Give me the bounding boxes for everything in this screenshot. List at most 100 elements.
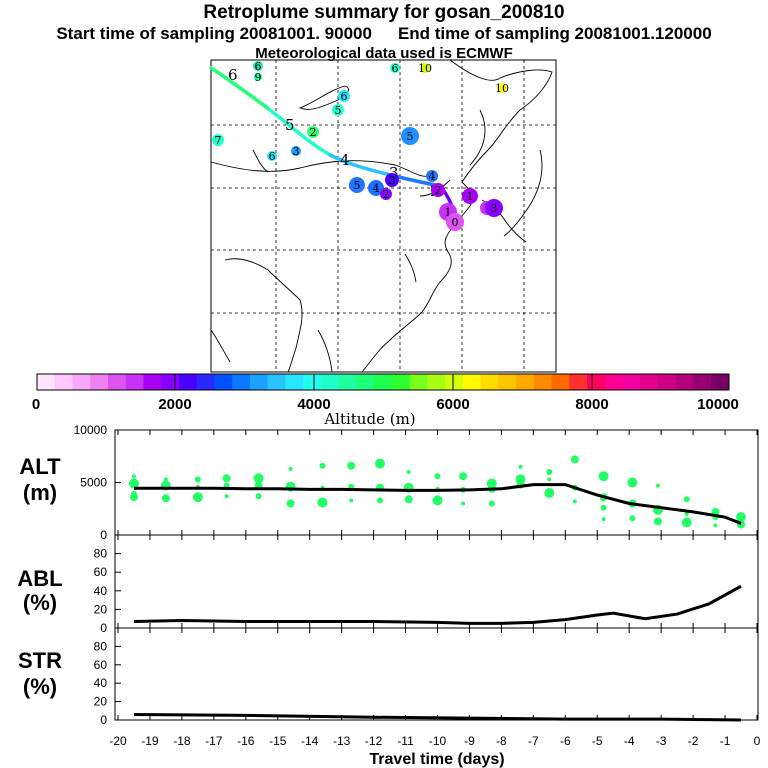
colorbar-tick: 8000	[575, 396, 608, 413]
x-tick-label: -3	[656, 734, 667, 748]
cluster-label: 2	[310, 126, 317, 139]
y-tick-label: 60	[94, 658, 108, 672]
colorbar-swatch	[675, 374, 695, 390]
day-5-label: 5	[285, 116, 295, 134]
alt-scatter-point	[222, 474, 231, 483]
colorbar-swatch	[214, 374, 233, 390]
cluster-label: 0	[452, 216, 459, 229]
colorbar-swatch	[285, 374, 304, 390]
abl-yticks: 0 20 40 60 80	[94, 547, 121, 635]
colorbar-swatch	[72, 374, 91, 390]
colorbar-swatch	[249, 374, 269, 390]
cluster-marker	[332, 104, 344, 116]
cluster-marker	[253, 61, 263, 71]
alt-scatter-point	[629, 515, 636, 522]
cluster-label: 10	[418, 62, 432, 75]
colorbar-swatch	[374, 374, 393, 390]
main-title: Retroplume summary for gosan_200810	[203, 2, 565, 23]
alt-scatter-point	[288, 466, 293, 471]
colorbar-swatch	[391, 374, 411, 390]
cluster-marker	[212, 134, 224, 146]
meteo-source: Meteorological data used is ECMWF	[255, 45, 513, 62]
cluster-label: 9	[255, 71, 262, 84]
map-frame	[210, 59, 557, 373]
colorbar-swatch	[320, 374, 340, 390]
alt-scatter-point	[459, 472, 468, 481]
y-tick-label: 0	[100, 528, 107, 542]
colorbar-swatch	[37, 374, 56, 390]
colorbar-swatch	[267, 374, 286, 390]
cluster-label: 5	[335, 104, 342, 117]
cluster-label: 3	[389, 174, 396, 187]
alt-scatter-point	[255, 493, 262, 500]
y-tick-label: 20	[94, 602, 108, 616]
colorbar-swatch	[569, 374, 588, 390]
colorbar-swatch	[356, 374, 375, 390]
alt-scatter-point	[653, 517, 662, 526]
altitude-colorbar	[36, 373, 730, 391]
x-axis: -20 -19 -18 -17 -16 -15 -14 -13 -12 -11 -10 -9 -8 -7-…	[109, 430, 761, 748]
cluster-label: 6	[341, 90, 348, 103]
x-tick-label: -11	[397, 734, 414, 748]
colorbar-swatch	[551, 374, 570, 390]
trajectory	[209, 66, 457, 217]
colorbar-tick: 2000	[158, 396, 191, 413]
y-tick-label: 80	[94, 639, 108, 653]
abl-panel: ABL (%) 0 20 40 60 80	[17, 534, 759, 635]
x-tick-label: -18	[173, 734, 191, 748]
alt-scatter-point	[572, 499, 577, 504]
colorbar-swatch	[533, 374, 553, 390]
colorbar-swatch	[462, 374, 482, 390]
colorbar-swatch	[196, 374, 215, 390]
colorbar-swatch	[409, 374, 428, 390]
x-axis-label: Travel time (days)	[369, 751, 504, 768]
alt-yunit: (m)	[23, 480, 57, 505]
abl-ylabel: ABL	[17, 566, 62, 591]
alt-scatter-point	[128, 478, 139, 489]
alt-scatter-point	[161, 494, 170, 503]
alt-scatter-point	[627, 477, 638, 488]
alt-scatter-point	[374, 458, 385, 469]
cluster-marker	[338, 90, 350, 102]
x-tick-label: -8	[496, 734, 507, 748]
colorbar-ticks: 0 2000 4000 6000 8000 10000	[32, 396, 739, 413]
cluster-label: 3	[293, 145, 300, 158]
cluster-marker	[349, 177, 365, 193]
alt-panel: ALT (m) 0 5000 10000	[19, 423, 759, 542]
colorbar-border	[36, 373, 730, 391]
x-tick-label: -17	[205, 734, 223, 748]
y-tick-label: 20	[94, 695, 108, 709]
coastlines	[210, 59, 553, 373]
x-tick-label: -9	[464, 734, 475, 748]
colorbar-label: Altitude (m)	[323, 410, 415, 428]
cluster-label: 3	[491, 202, 498, 215]
cluster-label: 4	[373, 182, 380, 195]
y-tick-label: 80	[94, 547, 108, 561]
cluster-marker	[385, 173, 399, 187]
colorbar-swatch	[143, 374, 162, 390]
cluster-label: 1	[467, 190, 474, 203]
x-tick-label: -4	[624, 734, 635, 748]
alt-scatter-point	[192, 492, 203, 503]
alt-scatter-point	[736, 512, 747, 523]
x-tick-label: -16	[237, 734, 255, 748]
colorbar-swatch	[658, 374, 677, 390]
map-gridlines	[211, 60, 556, 372]
cluster-label: 5	[354, 179, 361, 192]
x-tick-label: -2	[688, 734, 699, 748]
x-tick-label: -19	[141, 734, 159, 748]
alt-scatter-point	[713, 523, 718, 528]
x-tick-label: -14	[301, 734, 319, 748]
alt-scatter-point	[601, 517, 606, 522]
colorbar-swatch	[125, 374, 144, 390]
alt-scatter-point	[349, 498, 354, 503]
alt-scatter-point	[404, 495, 413, 504]
x-tick-label: 0	[754, 734, 761, 748]
x-tick-label: -15	[269, 734, 287, 748]
cluster-marker	[431, 183, 445, 197]
x-tick-label: -1	[720, 734, 731, 748]
y-tick-label: 5000	[80, 476, 107, 490]
alt-scatter-point	[546, 469, 553, 475]
alt-scatter-point	[130, 491, 137, 498]
str-yunit: (%)	[23, 674, 57, 699]
